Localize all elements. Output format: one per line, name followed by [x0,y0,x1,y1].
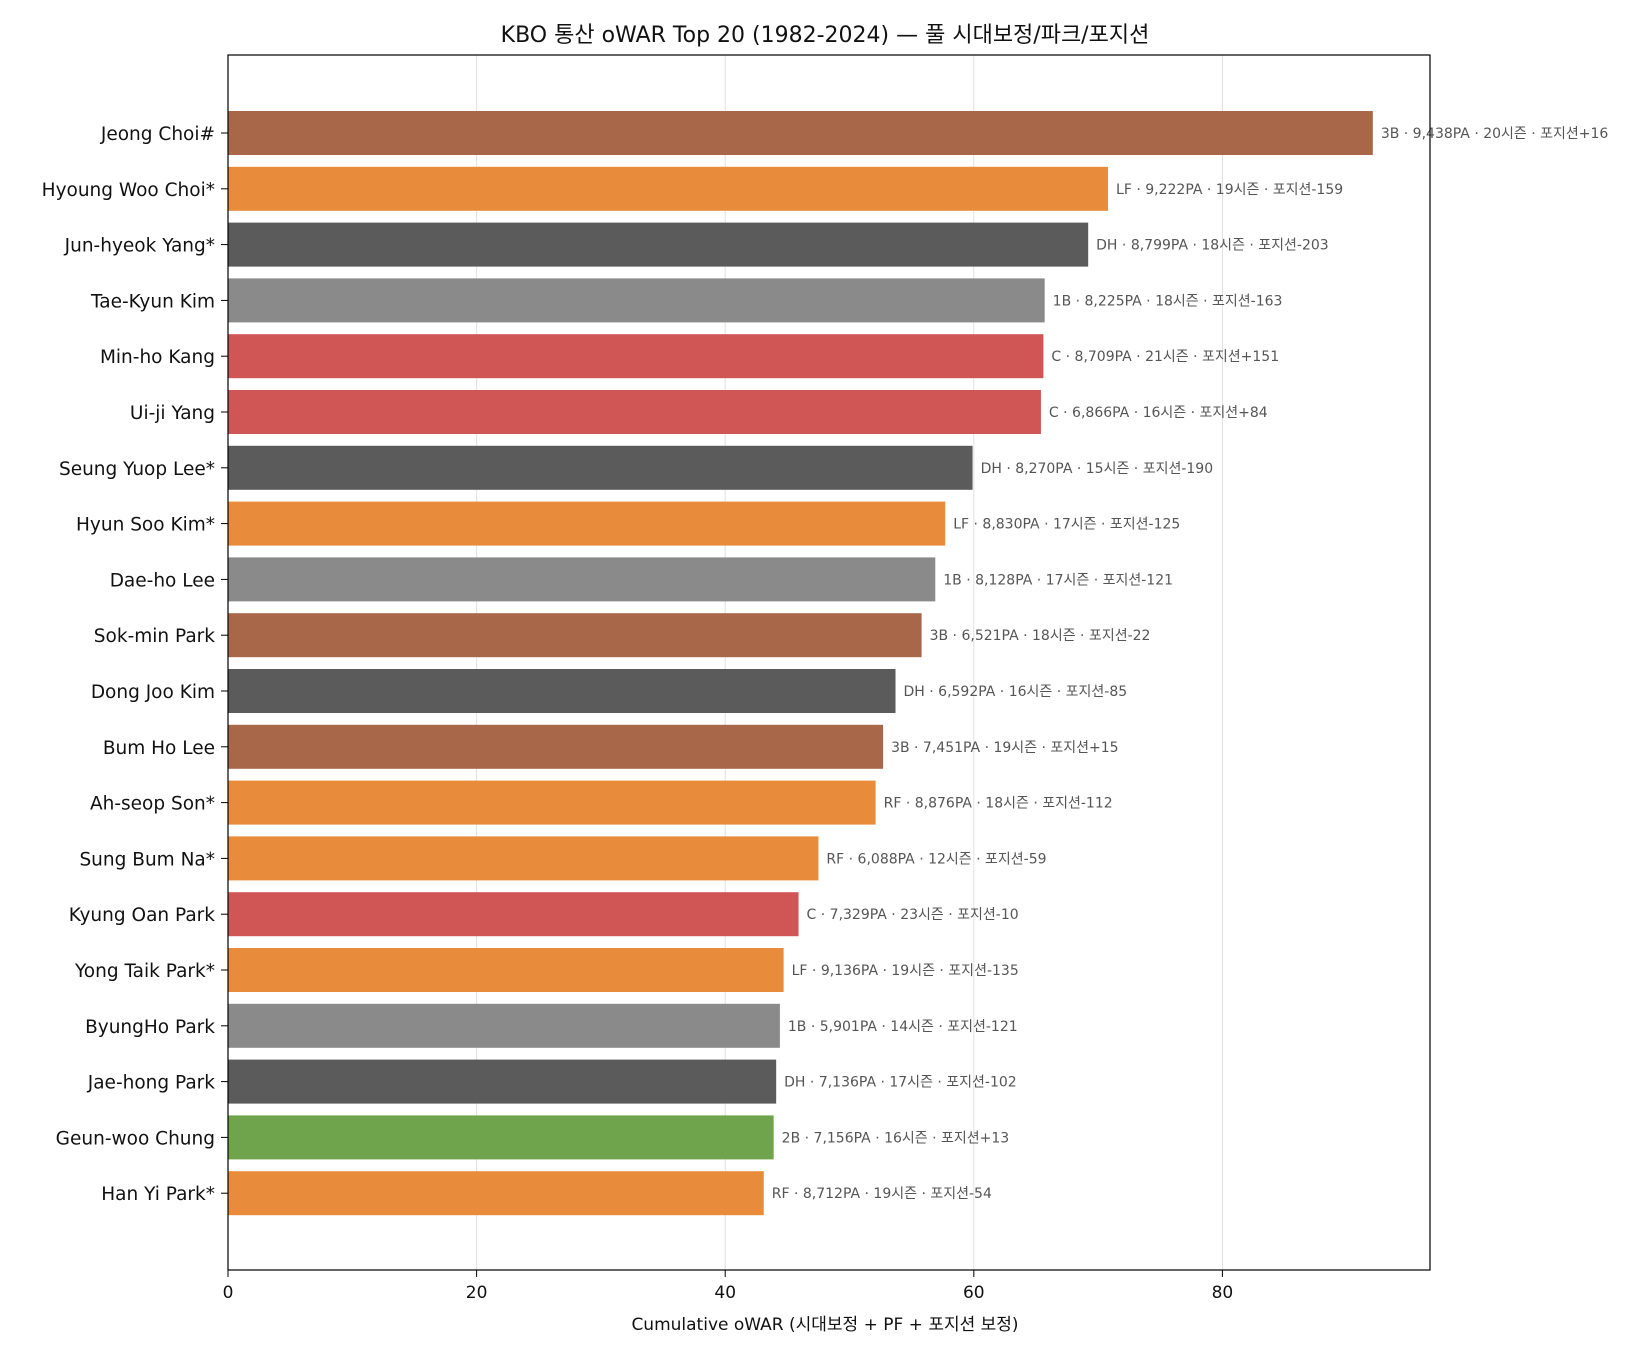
chart-title: KBO 통산 oWAR Top 20 (1982-2024) — 풀 시대보정/… [501,23,1150,48]
bar-annotation: LF · 8,830PA · 17시즌 · 포지션-125 [953,517,1180,533]
bar [228,724,884,769]
y-tick-label: Kyung Oan Park [69,905,216,926]
x-tick-label: 20 [466,1283,488,1303]
y-tick-label: Jae-hong Park [87,1073,216,1094]
bar-annotation: DH · 8,799PA · 18시즌 · 포지션-203 [1096,238,1329,254]
x-tick-label: 0 [223,1283,234,1303]
y-tick-label: Yong Taik Park* [74,961,215,982]
bar-annotation: LF · 9,136PA · 19시즌 · 포지션-135 [792,963,1019,979]
y-tick-label: Dong Joo Kim [91,682,215,703]
y-tick-label: Hyun Soo Kim* [76,515,215,536]
x-axis-label: Cumulative oWAR (시대보정 + PF + 포지션 보정) [631,1315,1018,1335]
bar-annotation: C · 8,709PA · 21시즌 · 포지션+151 [1051,349,1279,365]
bar [228,669,896,713]
x-tick-label: 60 [963,1283,985,1303]
bar [228,613,922,658]
bar [228,278,1045,323]
y-tick-labels: Jeong Choi# Hyoung Woo Choi* Jun-hyeok Yan… [42,124,228,1205]
y-tick-label: ByungHo Park [85,1017,215,1038]
bar-annotation: 2B · 7,156PA · 16시즌 · 포지션+13 [782,1130,1010,1146]
y-tick-label: Geun-woo Chung [56,1128,215,1149]
bars [228,111,1373,1216]
bar-annotation: 3B · 9,438PA · 20시즌 · 포지션+16 [1381,126,1609,142]
y-tick-label: Jun-hyeok Yang* [64,236,215,257]
bar [228,948,784,992]
bar-annotation: 3B · 7,451PA · 19시즌 · 포지션+15 [891,740,1119,756]
x-ticks: 0 20 40 60 80 [223,1270,1234,1303]
bar [228,1115,774,1160]
bar-annotation: DH · 7,136PA · 17시즌 · 포지션-102 [784,1075,1017,1091]
x-tick-label: 40 [714,1283,736,1303]
y-tick-label: Tae-Kyun Kim [90,291,215,312]
bar-annotations: 3B · 9,438PA · 20시즌 · 포지션+16 LF · 9,222PA… [772,126,1609,1202]
bar [228,111,1373,155]
bar [228,390,1041,434]
y-tick-label: Ah-seop Son* [90,794,215,815]
y-tick-label: Seung Yuop Lee* [59,459,215,480]
bar [228,557,936,602]
bar-annotation: RF · 6,088PA · 12시즌 · 포지션-59 [826,851,1046,867]
bar [228,892,799,937]
bar [228,501,946,546]
bar-annotation: C · 6,866PA · 16시즌 · 포지션+84 [1049,405,1268,421]
bar-annotation: RF · 8,876PA · 18시즌 · 포지션-112 [884,796,1113,812]
bar-annotation: DH · 6,592PA · 16시즌 · 포지션-85 [904,684,1128,700]
bar-annotation: 1B · 8,128PA · 17시즌 · 포지션-121 [943,572,1173,588]
bar [228,222,1089,267]
bar-annotation: LF · 9,222PA · 19시즌 · 포지션-159 [1116,182,1343,198]
bar [228,1171,764,1216]
y-tick-label: Jeong Choi# [100,124,215,145]
y-tick-label: Ui-ji Yang [130,403,215,424]
y-tick-label: Sung Bum Na* [79,849,215,870]
x-tick-label: 80 [1212,1283,1234,1303]
bar-annotation: 3B · 6,521PA · 18시즌 · 포지션-22 [930,628,1151,644]
y-tick-label: Sok-min Park [94,626,215,647]
bar [228,836,819,881]
y-tick-label: Bum Ho Lee [103,738,215,759]
bar [228,334,1044,379]
bar-annotation: RF · 8,712PA · 19시즌 · 포지션-54 [772,1186,992,1202]
bar-annotation: 1B · 8,225PA · 18시즌 · 포지션-163 [1053,293,1283,309]
bar [228,1003,780,1048]
bar [228,445,973,490]
plot-frame [227,54,1431,1271]
bar [228,166,1109,211]
bar [228,1059,777,1104]
bar [228,780,876,825]
bar-annotation: DH · 8,270PA · 15시즌 · 포지션-190 [981,461,1214,477]
bar-annotation: 1B · 5,901PA · 14시즌 · 포지션-121 [788,1019,1018,1035]
y-tick-label: Min-ho Kang [100,347,215,368]
bar-annotation: C · 7,329PA · 23시즌 · 포지션-10 [807,907,1019,923]
y-tick-label: Dae-ho Lee [110,570,215,591]
y-tick-label: Han Yi Park* [101,1184,215,1205]
y-tick-label: Hyoung Woo Choi* [42,180,215,201]
